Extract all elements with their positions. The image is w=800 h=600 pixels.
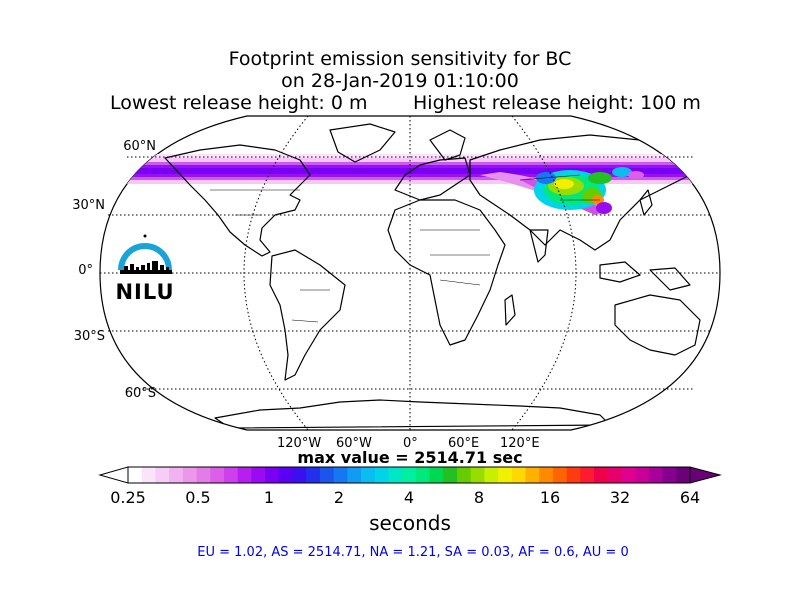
lon-label-0: 0° (403, 436, 418, 451)
lat-label-30s: 30°S (73, 329, 105, 344)
colorbar-cell (566, 467, 581, 483)
colorbar-cell (470, 467, 485, 483)
colorbar-cell (539, 467, 554, 483)
colorbar-tick-64: 64 (679, 488, 701, 507)
colorbar-cell (333, 467, 348, 483)
region-summary: EU = 1.02, AS = 2514.71, NA = 1.21, SA =… (197, 545, 629, 560)
colorbar-cell (635, 467, 650, 483)
colorbar-unit-label: seconds (369, 511, 451, 535)
colorbar-tick-0.5: 0.5 (185, 488, 211, 507)
colorbar-cell (594, 467, 609, 483)
colorbar-cell (251, 467, 266, 483)
colorbar-tick-4: 4 (403, 488, 415, 507)
colorbar-tick-32: 32 (609, 488, 631, 507)
colorbar-cell (388, 467, 403, 483)
colorbar-cell (374, 467, 390, 483)
colorbar-max-extend (689, 466, 722, 484)
colorbar-tick-2: 2 (333, 488, 345, 507)
lat-label-60n: 60°N (123, 139, 156, 154)
colorbar-cell (278, 467, 294, 483)
graticule (100, 115, 720, 431)
lat-label-30n: 30°N (72, 198, 105, 213)
colorbar-cell (155, 467, 170, 483)
lon-label-60w: 60°W (336, 436, 372, 451)
colorbar-cell (443, 467, 458, 483)
colorbar-cell (456, 467, 472, 483)
colorbar-cell (552, 467, 568, 483)
lon-label-60e: 60°E (448, 436, 480, 451)
lat-label-60s: 60°S (124, 386, 156, 401)
colorbar-cell (415, 467, 431, 483)
colorbar-frame (127, 466, 691, 484)
colorbar-cell (292, 467, 307, 483)
nilu-logo: NILU (112, 232, 182, 304)
colorbar-cell (306, 467, 321, 483)
colorbar-cell (196, 467, 211, 483)
colorbar-cell (182, 467, 198, 483)
country-borders (210, 174, 600, 323)
colorbar-cell (648, 467, 664, 483)
colorbar (98, 466, 722, 484)
colorbar-cell (361, 467, 376, 483)
colorbar-cell (169, 467, 184, 483)
nilu-logo-text: NILU (115, 280, 175, 304)
colorbar-cell (511, 467, 527, 483)
colorbar-cell (210, 467, 225, 483)
colorbar-cell (141, 467, 157, 483)
plot-title-line1: Footprint emission sensitivity for BC (228, 48, 572, 70)
colorbar-tick-8: 8 (473, 488, 485, 507)
colorbar-cell (319, 467, 335, 483)
colorbar-cell (484, 467, 499, 483)
highest-release-height: Highest release height: 100 m (413, 92, 701, 114)
lowest-release-height: Lowest release height: 0 m (110, 92, 368, 114)
colorbar-cell (265, 467, 280, 483)
max-value-label: max value = 2514.71 sec (297, 448, 523, 467)
colorbar-cell (347, 467, 362, 483)
colorbar-cell (580, 467, 595, 483)
colorbar-cell (662, 467, 677, 483)
colorbar-min-extend (98, 466, 129, 484)
lon-label-120e: 120°E (500, 436, 540, 451)
colorbar-tick-0.25: 0.25 (110, 488, 146, 507)
lon-label-120w: 120°W (277, 436, 322, 451)
colorbar-cell (402, 467, 417, 483)
colorbar-tick-1: 1 (263, 488, 275, 507)
colorbar-cell (525, 467, 540, 483)
colorbar-cell (621, 467, 636, 483)
colorbar-cell (676, 467, 691, 483)
colorbar-cell (498, 467, 513, 483)
colorbar-tick-16: 16 (539, 488, 561, 507)
colorbar-cell (237, 467, 252, 483)
colorbar-cell (223, 467, 239, 483)
colorbar-cell (607, 467, 623, 483)
lat-label-equator: 0° (78, 263, 93, 278)
plot-title-line2: on 28-Jan-2019 01:10:00 (281, 70, 519, 92)
nilu-logo-icon (118, 234, 172, 274)
colorbar-cell (128, 467, 143, 483)
colorbar-cell (429, 467, 444, 483)
